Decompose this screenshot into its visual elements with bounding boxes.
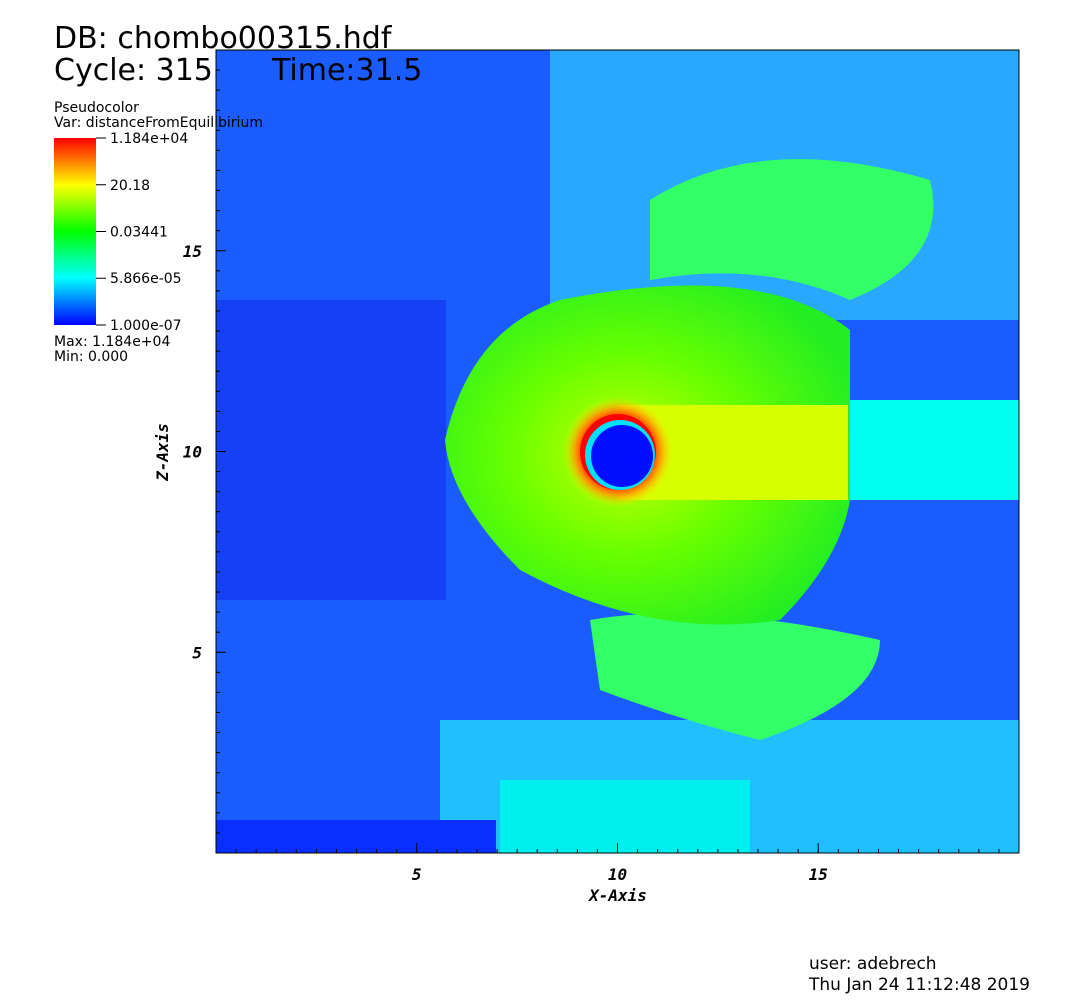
colorbar-label: 1.184e+04: [110, 131, 188, 147]
colorbar-label: 0.03441: [110, 224, 168, 240]
time: Time:31.5: [271, 53, 422, 88]
colorbar-label: 1.000e-07: [110, 318, 182, 334]
y-tick-label: 15: [183, 242, 202, 261]
footer-user: user: adebrech: [809, 954, 937, 974]
legend-var: Var: distanceFromEquilibirium: [54, 115, 263, 131]
y-axis-label: Z-Axis: [153, 423, 172, 482]
x-axis-label: X-Axis: [587, 886, 647, 905]
pseudocolor-field: [216, 50, 1019, 853]
axes: 5 10 15 5 10 15 1.184e+04 20.18 0.03441 5.866e-05…: [96, 69, 1000, 884]
legend-max: Max: 1.184e+04: [54, 334, 170, 350]
colorbar-label: 5.866e-05: [110, 271, 182, 287]
x-tick-label: 10: [608, 865, 627, 884]
db-title: DB: chombo00315.hdf: [54, 21, 393, 56]
footer-date: Thu Jan 24 11:12:48 2019: [808, 975, 1030, 995]
cycle: Cycle: 315: [54, 53, 213, 88]
y-tick-label: 5: [192, 643, 202, 662]
color-bar: [54, 138, 96, 325]
colorbar-label: 20.18: [110, 178, 150, 194]
y-tick-label: 10: [183, 443, 202, 462]
legend-plot: Pseudocolor: [54, 100, 139, 116]
x-tick-label: 15: [809, 865, 828, 884]
legend-min: Min: 0.000: [54, 349, 128, 365]
x-tick-label: 5: [412, 865, 422, 884]
